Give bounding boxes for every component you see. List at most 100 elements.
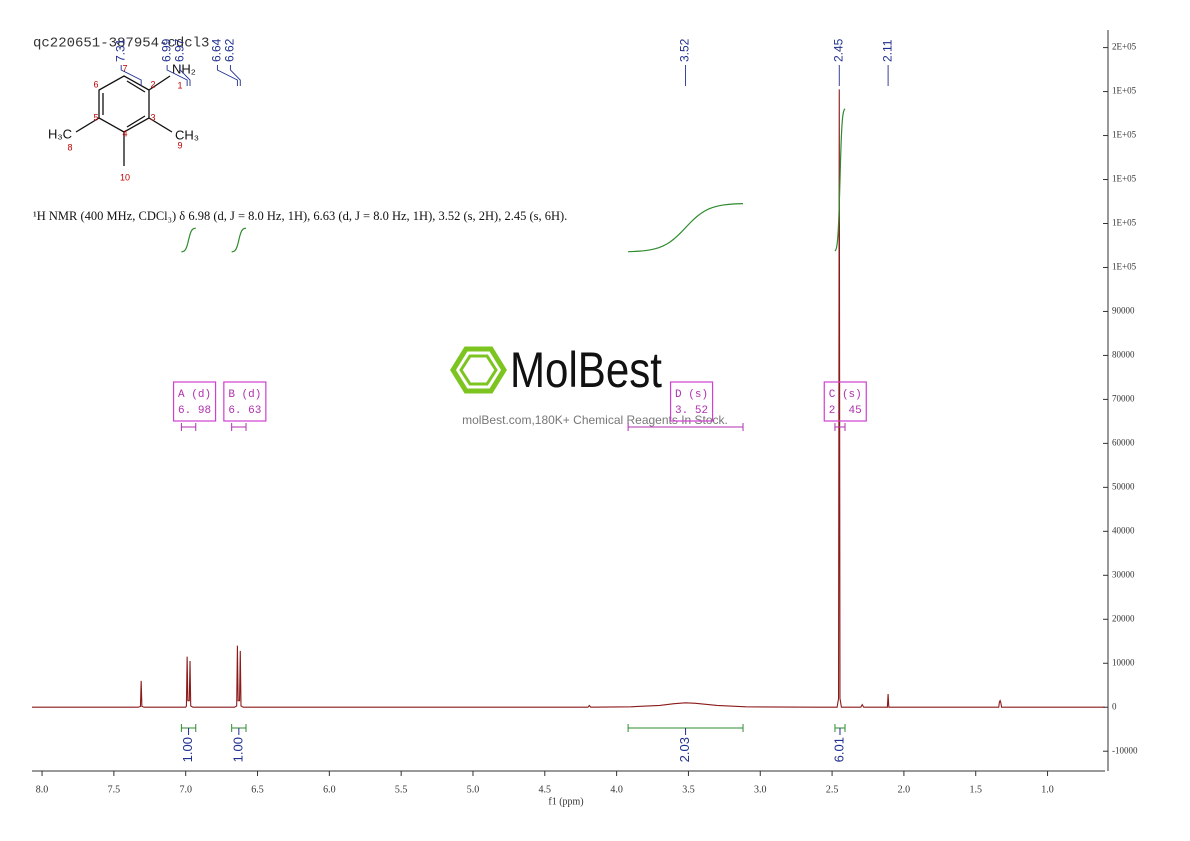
x-tick-label: 6.5 [251, 784, 264, 795]
x-tick-label: 3.0 [754, 784, 767, 795]
atom-label: NH₂ [172, 61, 196, 76]
x-tick-label: 4.5 [539, 784, 552, 795]
multiplet-shift: 2. 45 [829, 405, 862, 417]
multiplet-shift: 3. 52 [675, 405, 708, 417]
description: ¹H NMR (400 MHz, CDCl₃) δ 6.98 (d, J = 8… [33, 209, 568, 223]
y-tick-label: 1E+05 [1112, 218, 1137, 228]
x-tick-label: 7.5 [108, 784, 121, 795]
x-tick-label: 1.0 [1041, 784, 1054, 795]
atom-number: 1 [177, 80, 182, 90]
y-tick-label: 30000 [1112, 569, 1135, 579]
y-tick-label: 60000 [1112, 437, 1135, 447]
y-tick-label: -10000 [1112, 745, 1138, 755]
y-tick-label: 1E+05 [1112, 174, 1137, 184]
multiplet-range [627, 423, 744, 431]
atom-label: H₃C [48, 126, 72, 141]
peak-label: 6.99 [159, 38, 173, 62]
bond [148, 117, 173, 133]
peak-label: 6.64 [210, 38, 224, 62]
multiplet-name: D (s) [675, 389, 708, 401]
multiplet-range [231, 423, 247, 431]
peak-connector [216, 65, 238, 86]
atom-number: 8 [67, 142, 72, 152]
x-tick-label: 3.5 [682, 784, 695, 795]
bond [75, 117, 100, 133]
integral-label: 6.01 [831, 737, 846, 762]
watermark: MolBest molBest.com,180K+ Chemical Reage… [450, 342, 728, 427]
multiplet-name: B (d) [228, 389, 261, 401]
y-tick-label: 1E+05 [1112, 262, 1137, 272]
peak-label: 6.62 [223, 38, 237, 62]
x-axis-label: f1 (ppm) [548, 796, 583, 807]
structure [75, 75, 173, 166]
y-tick-label: 20000 [1112, 613, 1135, 623]
peak-label: 7.31 [113, 38, 127, 62]
y-tick-label: 40000 [1112, 525, 1135, 535]
y-tick-label: 1E+05 [1112, 130, 1137, 140]
integral-curve [834, 108, 846, 252]
y-tick-label: 2E+05 [1112, 42, 1137, 52]
logo [459, 354, 498, 386]
double-bond [126, 115, 146, 128]
atom-number: 7 [122, 63, 127, 73]
bond [148, 75, 171, 91]
integral-label: 2.03 [677, 737, 692, 762]
x-tick-label: 1.5 [969, 784, 982, 795]
multiplet-name: A (d) [178, 389, 211, 401]
x-tick-label: 4.0 [610, 784, 623, 795]
x-tick-label: 8.0 [36, 784, 49, 795]
y-tick-label: 10000 [1112, 657, 1135, 667]
peak-label: 6.97 [172, 38, 186, 62]
y-tick-label: 0 [1112, 701, 1117, 711]
peak-label: 2.11 [880, 39, 894, 62]
structure-labels: NH₂ H₃C CH₃ [48, 61, 199, 142]
peak-connector [166, 65, 188, 86]
integral-curve [181, 227, 196, 253]
peak-connector [120, 65, 142, 86]
atom-label: CH₃ [175, 127, 199, 142]
x-tick-label: 7.0 [179, 784, 192, 795]
multiplet-box [172, 381, 217, 422]
atom-number: 6 [93, 79, 98, 89]
peak-connector [229, 65, 241, 86]
x-tick-label: 5.5 [395, 784, 408, 795]
spectrum [32, 89, 1105, 708]
y-tick-label: 80000 [1112, 349, 1135, 359]
integral-curve [231, 227, 247, 253]
multiplet-range [180, 423, 197, 431]
integral-label: 1.00 [230, 737, 245, 762]
double-bond [126, 80, 146, 93]
atom-number: 9 [177, 140, 182, 150]
peak-connector [179, 65, 191, 86]
multiplet-shift: 6. 63 [228, 405, 261, 417]
y-tick-label: 50000 [1112, 481, 1135, 491]
x-tick-label: 6.0 [323, 784, 336, 795]
atom-number: 3 [150, 112, 155, 122]
x-tick-label: 2.5 [826, 784, 839, 795]
integral-curve [628, 203, 744, 253]
multiplet-name: C (s) [829, 389, 862, 401]
multiplet-box [223, 381, 267, 422]
y-tick-label: 70000 [1112, 393, 1135, 403]
multiplet-box [823, 381, 867, 422]
integral-label: 1.00 [180, 737, 195, 762]
atom-number: 10 [120, 172, 130, 182]
x-tick-label: 5.0 [467, 784, 480, 795]
chart-title: qc220651-387954-cdcl3 [33, 36, 209, 52]
multiplet-range [834, 423, 846, 431]
peak-label: 2.45 [831, 38, 845, 62]
atom-numbers: 1 2 3 4 5 6 7 8 9 10 [67, 63, 182, 182]
atom-number: 2 [150, 79, 155, 89]
x-tick-label: 2.0 [898, 784, 911, 795]
multiplet-box [669, 381, 714, 422]
atom-number: 4 [122, 128, 127, 138]
logo [450, 346, 507, 394]
y-tick-label: 90000 [1112, 306, 1135, 316]
y-tick-label: 1E+05 [1112, 86, 1137, 96]
multiplet-shift: 6. 98 [178, 405, 211, 417]
atom-number: 5 [93, 112, 98, 122]
watermark-tagline: molBest.com,180K+ Chemical Reagents In S… [462, 413, 728, 427]
peak-label: 3.52 [678, 38, 692, 62]
